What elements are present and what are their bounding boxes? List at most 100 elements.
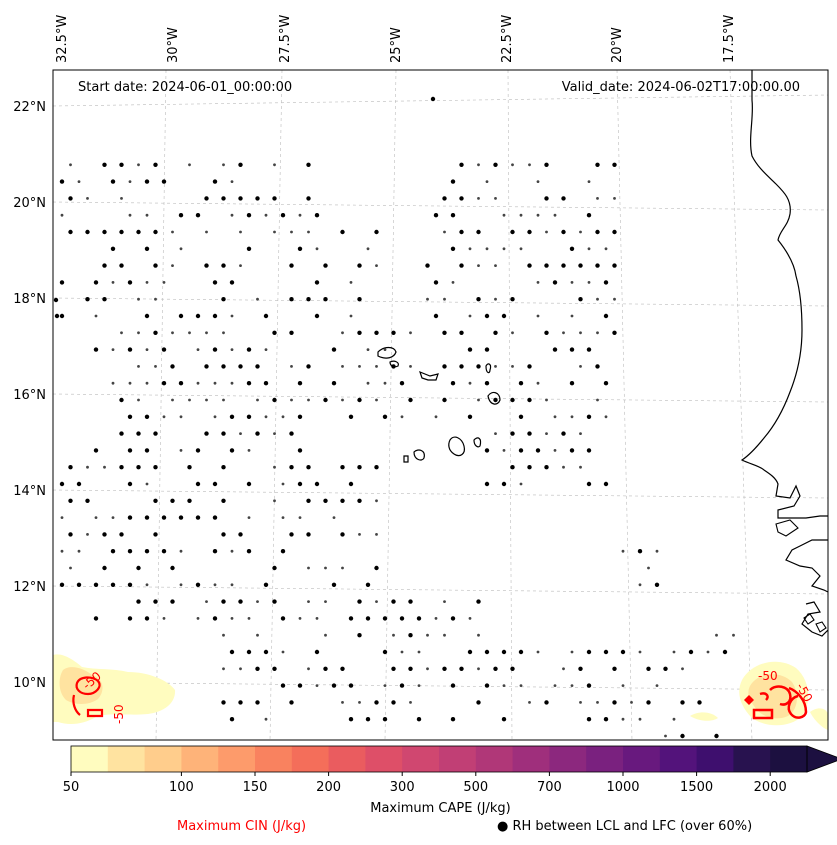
rh-marker <box>579 701 582 704</box>
rh-marker <box>144 616 150 621</box>
rh-marker <box>468 617 472 620</box>
rh-marker <box>425 263 430 268</box>
rh-marker <box>195 481 201 487</box>
rh-marker <box>579 365 582 368</box>
colorbar-tick-label: 300 <box>390 780 415 795</box>
rh-marker <box>434 617 438 620</box>
rh-marker <box>442 397 447 403</box>
rh-marker <box>255 196 260 201</box>
rh-marker <box>178 313 184 319</box>
rh-marker <box>366 247 370 251</box>
rh-marker <box>221 599 226 604</box>
rh-marker <box>188 163 191 167</box>
rh-marker <box>221 196 226 201</box>
rh-markers <box>53 96 735 739</box>
rh-marker <box>603 649 609 655</box>
rh-marker <box>263 381 269 386</box>
cape-colorbar <box>70 745 837 773</box>
rh-marker <box>502 449 506 452</box>
rh-marker <box>230 583 234 587</box>
rh-marker <box>229 717 235 722</box>
rh-marker <box>161 381 167 386</box>
rh-marker <box>289 431 294 436</box>
rh-marker <box>569 246 575 251</box>
rh-marker <box>212 616 218 621</box>
rh-marker <box>494 297 497 301</box>
rh-marker <box>375 398 378 402</box>
rh-marker <box>273 432 276 435</box>
coast-feature-gambia <box>775 519 799 537</box>
rh-marker <box>450 616 456 621</box>
rh-marker <box>127 582 133 587</box>
rh-marker <box>706 650 710 654</box>
cape-verde-islands <box>377 346 501 463</box>
latitude-labels: 22°N 20°N 18°N 16°N 14°N 12°N 10°N <box>13 100 46 691</box>
rh-marker <box>426 633 429 637</box>
rh-marker <box>552 347 558 352</box>
rh-marker <box>127 448 133 453</box>
rh-marker <box>603 381 609 386</box>
rh-marker <box>128 213 132 217</box>
rh-marker <box>349 281 353 284</box>
rh-marker <box>196 381 200 385</box>
rh-marker <box>391 666 396 671</box>
rh-marker <box>264 415 268 419</box>
rh-marker <box>562 331 565 335</box>
rh-marker <box>348 717 354 722</box>
rh-marker <box>484 683 490 688</box>
rh-marker <box>603 280 609 285</box>
cin-contour-label: -50 <box>758 669 778 683</box>
rh-marker <box>527 431 532 436</box>
rh-marker <box>331 683 337 688</box>
lon-label: 17.5°W <box>722 15 737 63</box>
rh-marker <box>221 465 226 470</box>
rh-marker <box>297 381 303 386</box>
rh-marker <box>297 448 303 453</box>
rh-marker <box>264 717 268 721</box>
rh-marker <box>136 465 141 470</box>
rh-marker <box>128 381 132 385</box>
rh-marker <box>501 717 507 722</box>
rh-marker <box>59 313 65 319</box>
rh-marker <box>408 397 413 403</box>
rh-marker <box>348 414 354 419</box>
rh-marker <box>672 650 676 654</box>
coast-feature-bijagos <box>803 613 827 633</box>
rh-marker <box>110 582 116 587</box>
rh-marker <box>341 331 344 335</box>
rh-marker <box>136 565 141 571</box>
cin-legend-label: Maximum CIN (J/kg) <box>177 819 307 834</box>
colorbar-extend-arrow <box>806 745 837 773</box>
rh-marker <box>229 649 235 655</box>
rh-marker <box>307 398 310 402</box>
rh-marker <box>315 617 319 620</box>
rh-marker <box>391 700 396 705</box>
rh-marker <box>179 247 183 251</box>
rh-marker <box>273 465 276 469</box>
rh-marker <box>256 297 259 301</box>
lat-label: 20°N <box>13 196 46 211</box>
rh-marker <box>357 263 362 268</box>
rh-marker <box>688 649 694 655</box>
colorbar-tick-label: 2000 <box>754 780 787 795</box>
rh-marker <box>467 649 473 655</box>
rh-marker <box>630 701 633 704</box>
rh-marker <box>450 179 456 184</box>
rh-marker <box>255 700 260 705</box>
rh-marker <box>230 213 234 217</box>
rh-marker <box>646 700 651 705</box>
rh-marker <box>348 481 354 487</box>
rh-marker <box>536 213 540 217</box>
rh-marker <box>561 196 566 201</box>
lon-label: 32.5°W <box>55 15 70 63</box>
rh-marker <box>297 683 303 688</box>
colorbar-swatch <box>439 746 477 772</box>
rh-marker <box>570 281 574 284</box>
rh-marker <box>179 449 183 452</box>
colorbar-swatch <box>402 746 440 772</box>
rh-marker <box>528 701 531 704</box>
rh-marker <box>545 230 548 234</box>
rh-marker <box>272 397 277 403</box>
rh-marker <box>518 448 524 453</box>
rh-marker <box>527 263 532 268</box>
